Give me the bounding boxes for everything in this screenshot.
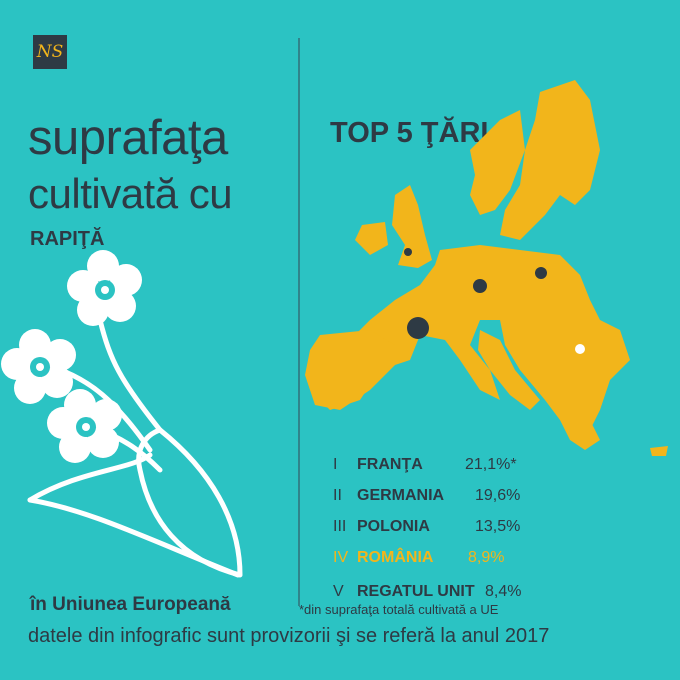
rank-2-label: II: [333, 487, 342, 504]
dot-regatul-unit: [404, 248, 412, 256]
rank-1-country: FRANŢA: [357, 456, 423, 473]
rank-2-value: 19,6%: [475, 487, 521, 504]
rapeseed-flower-illustration: [1, 250, 243, 578]
flower-top: [67, 250, 142, 326]
dot-germania: [473, 279, 487, 293]
rank-1-label: I: [333, 456, 338, 473]
vertical-divider: [298, 38, 300, 606]
rank-3-label: III: [333, 518, 347, 535]
footer-text: datele din infografic sunt provizorii şi…: [28, 625, 550, 647]
flower-left: [1, 329, 76, 404]
rank-5-label: V: [333, 583, 344, 600]
dot-polonia: [535, 267, 547, 279]
top5-header: TOP 5 ŢĂRI: [330, 117, 489, 149]
title-line-2: cultivată cu: [28, 170, 233, 217]
rank-5-value: 8,4%: [485, 583, 522, 600]
dot-franta: [407, 317, 429, 339]
title-line-3: RAPIŢĂ: [30, 228, 105, 250]
dot-romania: [575, 344, 585, 354]
rank-1-value: 21,1%*: [465, 456, 517, 473]
logo-text: NS: [36, 42, 64, 62]
rank-4-country: ROMÂNIA: [357, 549, 434, 566]
title-line-1: suprafaţa: [28, 111, 228, 165]
rank-4-label: IV: [333, 549, 349, 566]
rank-3-value: 13,5%: [475, 518, 521, 535]
footnote: *din suprafaţa totală cultivată a UE: [299, 602, 499, 617]
rank-2-country: GERMANIA: [357, 487, 445, 504]
rank-5-country: REGATUL UNIT: [357, 583, 475, 600]
rank-4-value: 8,9%: [468, 549, 505, 566]
rank-3-country: POLONIA: [357, 518, 430, 535]
eu-caption: în Uniunea Europeană: [30, 594, 231, 615]
ns-logo: NS: [33, 35, 67, 69]
flower-bottom: [47, 389, 122, 463]
